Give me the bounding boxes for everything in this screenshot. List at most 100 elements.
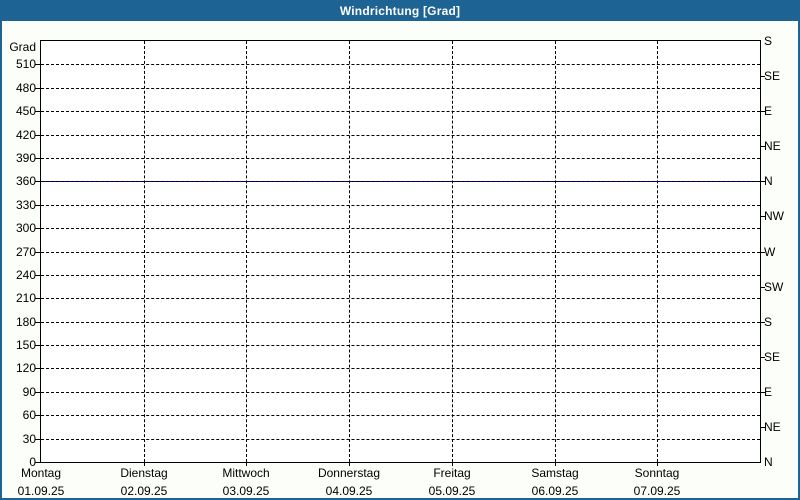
right-axis-tick [761,76,765,77]
y-axis-tick [35,298,40,299]
y-axis-tick [35,158,40,159]
plot-area [40,40,761,463]
y-axis-tick-label: 450 [15,104,36,118]
right-axis-tick [761,322,765,323]
x-axis-tick [246,462,247,466]
h-gridline [41,415,760,416]
y-axis-tick-label: 90 [22,385,36,399]
h-gridline [41,158,760,159]
date-label: 06.09.25 [531,484,579,498]
direction-label: W [764,245,776,259]
h-gridline [41,322,760,323]
y-axis-tick [35,368,40,369]
day-label: Mittwoch [222,466,270,480]
day-label: Donnerstag [317,466,381,480]
y-axis-tick-label: 300 [15,221,36,235]
right-axis-tick [761,392,765,393]
right-axis-tick [761,287,765,288]
direction-label: NE [764,420,781,434]
y-axis-tick-label: 180 [15,315,36,329]
y-axis-tick [35,135,40,136]
direction-label: NW [764,209,784,223]
day-label: Freitag [433,466,471,480]
y-axis-tick [35,181,40,182]
y-axis-tick [35,205,40,206]
y-axis-tick [35,275,40,276]
x-axis-tick [452,462,453,466]
y-axis-tick-label: 480 [15,81,36,95]
y-axis-tick [35,415,40,416]
date-label: 03.09.25 [222,484,270,498]
direction-label: N [764,174,773,188]
h-gridline [41,181,760,182]
h-gridline [41,252,760,253]
day-label: Sonntag [634,466,680,480]
chart-title: Windrichtung [Grad] [339,3,461,18]
v-gridline [452,41,453,462]
right-axis-tick [761,146,765,147]
direction-label: S [764,315,773,329]
date-label: 01.09.25 [17,484,65,498]
direction-label: SE [764,350,781,364]
y-axis-tick-label: 150 [15,338,36,352]
h-gridline [41,205,760,206]
h-gridline [41,298,760,299]
direction-label: E [764,104,773,118]
right-axis-tick [761,216,765,217]
direction-label: SE [764,69,781,83]
v-gridline [555,41,556,462]
date-label: 04.09.25 [325,484,373,498]
h-gridline [41,88,760,89]
date-label: 05.09.25 [428,484,476,498]
y-axis-tick-label: 120 [15,361,36,375]
y-axis-unit-label: Grad [9,40,36,54]
right-axis-tick [761,181,765,182]
x-axis-tick [555,462,556,466]
direction-label: NE [764,139,781,153]
title-bar: Windrichtung [Grad] [0,0,800,21]
right-axis-tick [761,111,765,112]
y-axis-tick-label: 510 [15,57,36,71]
h-gridline [41,275,760,276]
h-gridline [41,228,760,229]
x-axis-tick [657,462,658,466]
y-axis-tick-label: 0 [29,455,36,469]
h-gridline [41,392,760,393]
h-gridline [41,368,760,369]
h-gridline [41,111,760,112]
y-axis-tick [35,462,40,463]
y-axis-tick-label: 30 [22,432,36,446]
date-label: 07.09.25 [633,484,681,498]
y-axis-tick [35,345,40,346]
right-axis-tick [761,357,765,358]
day-label: Samstag [531,466,579,480]
direction-label: N [764,455,773,469]
day-label: Dienstag [120,466,168,480]
y-axis-tick [35,439,40,440]
y-axis-tick [35,64,40,65]
y-axis-tick [35,322,40,323]
right-axis-tick [761,427,765,428]
v-gridline [246,41,247,462]
h-gridline [41,64,760,65]
y-axis-tick-label: 360 [15,174,36,188]
y-axis-tick [35,88,40,89]
x-axis-tick [144,462,145,466]
y-axis-tick-label: 330 [15,198,36,212]
y-axis-tick-label: 240 [15,268,36,282]
right-axis-tick [761,252,765,253]
x-axis-tick [349,462,350,466]
v-gridline [657,41,658,462]
direction-label: E [764,385,773,399]
direction-label: SW [764,280,784,294]
v-gridline [349,41,350,462]
h-gridline [41,345,760,346]
h-gridline [41,135,760,136]
y-axis-tick-label: 390 [15,151,36,165]
date-label: 02.09.25 [120,484,168,498]
h-gridline [41,439,760,440]
y-axis-tick-label: 270 [15,245,36,259]
v-gridline [144,41,145,462]
direction-label: S [764,34,773,48]
